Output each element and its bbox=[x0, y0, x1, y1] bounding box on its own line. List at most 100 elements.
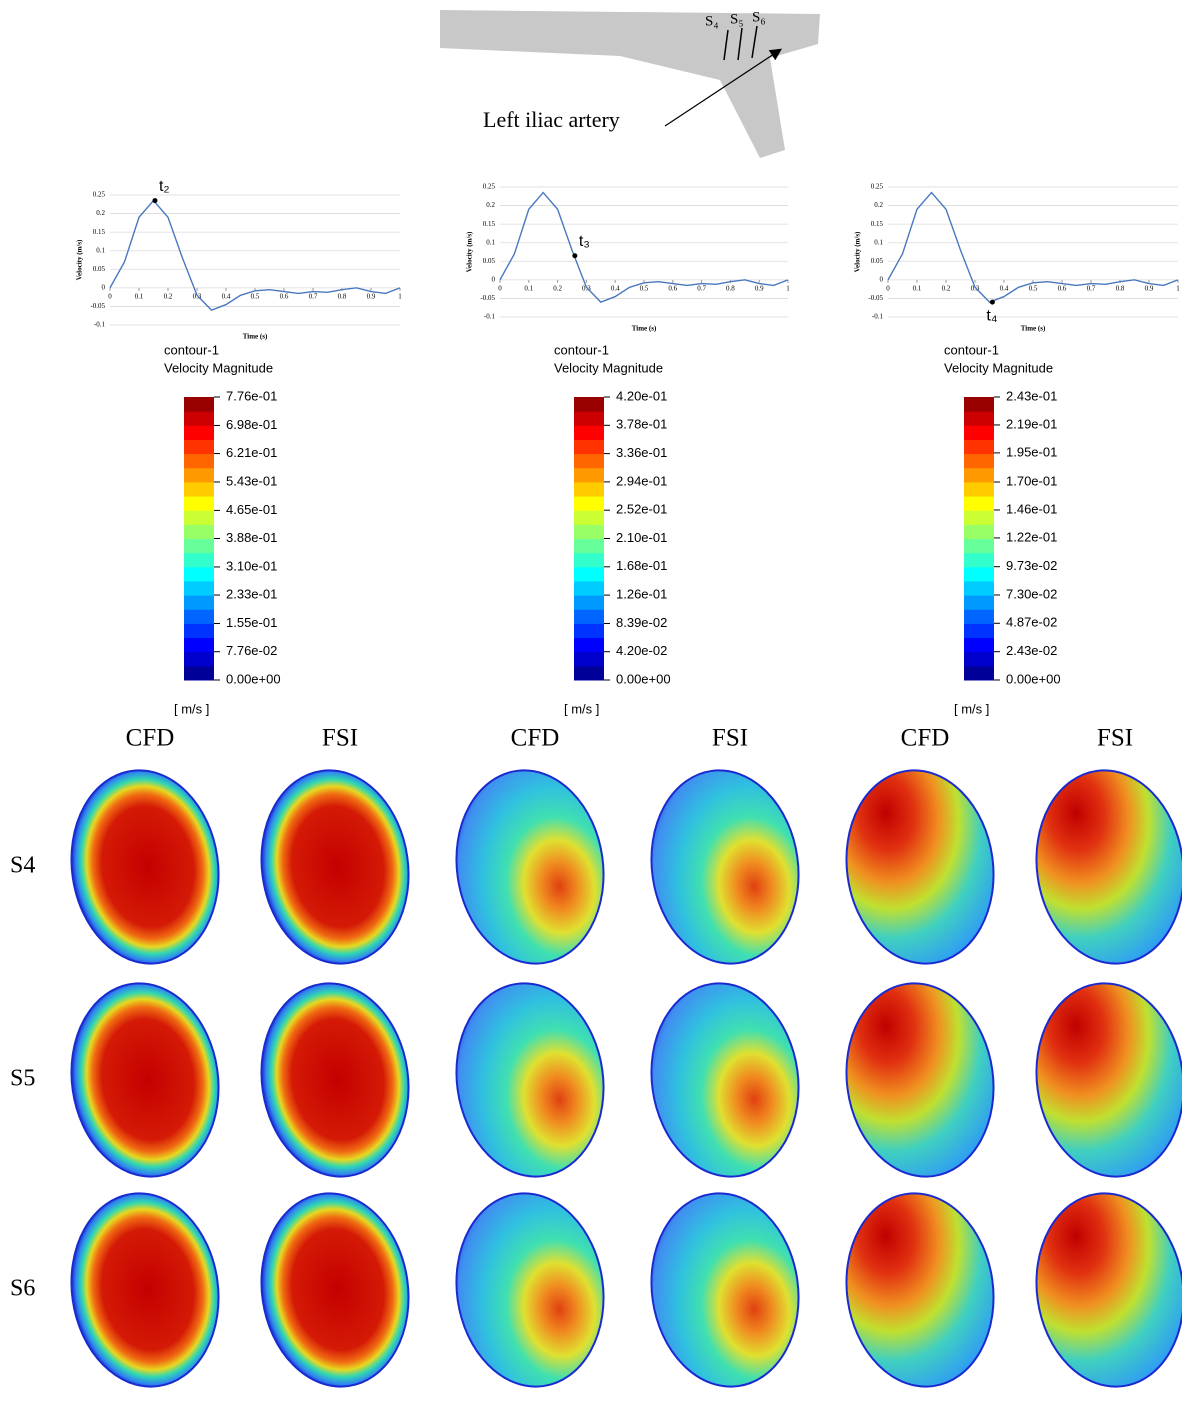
colorbar-band bbox=[574, 581, 604, 596]
colorbar-band bbox=[184, 482, 214, 497]
colorbar-subtitle: Velocity Magnitude bbox=[944, 360, 1053, 375]
x-axis-label: Time (s) bbox=[1021, 325, 1046, 333]
colorbar-band bbox=[964, 454, 994, 469]
colorbar-band bbox=[184, 510, 214, 525]
colorbar-tick-label: 2.94e-01 bbox=[616, 473, 667, 488]
y-tick-label: 0.2 bbox=[874, 201, 883, 209]
velocity-contour bbox=[444, 1184, 616, 1396]
x-tick-label: 0.1 bbox=[135, 292, 144, 300]
colorbar-tick-label: 9.73e-02 bbox=[1006, 558, 1057, 573]
y-tick-label: -0.1 bbox=[94, 321, 106, 329]
velocity-contour bbox=[444, 761, 616, 973]
y-tick-label: -0.1 bbox=[484, 313, 496, 321]
colorbar-band bbox=[964, 524, 994, 539]
colorbar-band bbox=[964, 482, 994, 497]
colorbar-band bbox=[184, 595, 214, 610]
colorbar-band bbox=[964, 609, 994, 624]
colorbar-unit: [ m/s ] bbox=[564, 701, 599, 716]
colorbar-title: contour-1 bbox=[554, 342, 609, 357]
colorbar-tick-label: 6.98e-01 bbox=[226, 417, 277, 432]
x-tick-label: 0.5 bbox=[640, 284, 649, 292]
colorbar-band bbox=[184, 496, 214, 511]
x-tick-label: 0.4 bbox=[611, 284, 620, 292]
y-tick-label: 0.15 bbox=[483, 220, 496, 228]
column-label: FSI bbox=[712, 725, 748, 752]
colorbar-tick-label: 1.55e-01 bbox=[226, 615, 277, 630]
colorbar-tick-label: 3.78e-01 bbox=[616, 417, 667, 432]
x-tick-label: 0.2 bbox=[553, 284, 562, 292]
colorbar-tick-label: 3.88e-01 bbox=[226, 530, 277, 545]
colorbar-band bbox=[964, 439, 994, 454]
colorbar-unit: [ m/s ] bbox=[954, 701, 989, 716]
velocity-contour bbox=[444, 974, 616, 1186]
colorbar-band bbox=[964, 411, 994, 426]
velocity-contour bbox=[639, 974, 811, 1186]
column-label: FSI bbox=[1097, 725, 1133, 752]
colorbar-band bbox=[574, 652, 604, 667]
colorbar-tick-label: 4.20e-01 bbox=[616, 388, 667, 403]
x-tick-label: 0.5 bbox=[1029, 284, 1038, 292]
colorbar-band bbox=[184, 524, 214, 539]
colorbar-band bbox=[184, 439, 214, 454]
velocity-contour bbox=[59, 974, 231, 1186]
colorbar-band bbox=[964, 595, 994, 610]
colorbar-tick-label: 6.21e-01 bbox=[226, 445, 277, 460]
colorbar-band bbox=[574, 638, 604, 653]
velocity-contour bbox=[834, 974, 1006, 1186]
x-tick-label: 0.2 bbox=[942, 284, 951, 292]
colorbar-band bbox=[184, 638, 214, 653]
y-tick-label: 0.05 bbox=[93, 265, 106, 273]
x-tick-label: 0 bbox=[108, 292, 112, 300]
y-tick-label: 0.05 bbox=[871, 257, 884, 265]
y-tick-label: -0.05 bbox=[868, 294, 883, 302]
colorbar-title: contour-1 bbox=[944, 342, 999, 357]
x-tick-label: 0.7 bbox=[309, 292, 318, 300]
colorbar-tick-label: 2.33e-01 bbox=[226, 586, 277, 601]
y-tick-label: -0.05 bbox=[90, 302, 105, 310]
y-tick-label: -0.05 bbox=[480, 294, 495, 302]
colorbar-tick-label: 1.95e-01 bbox=[1006, 444, 1057, 459]
colorbar-band bbox=[184, 567, 214, 582]
diagram-label: Left iliac artery bbox=[483, 107, 620, 132]
velocity-contour bbox=[249, 1184, 421, 1396]
x-tick-label: 0.2 bbox=[164, 292, 173, 300]
colorbar-tick-label: 0.00e+00 bbox=[616, 671, 671, 686]
x-tick-label: 0.6 bbox=[1058, 284, 1067, 292]
y-tick-label: 0.15 bbox=[93, 228, 106, 236]
x-tick-label: 1 bbox=[398, 292, 402, 300]
time-label: t₄ bbox=[986, 307, 997, 324]
x-tick-label: 0.4 bbox=[1000, 284, 1009, 292]
section-label: S₆ bbox=[752, 9, 766, 25]
x-tick-label: 0 bbox=[498, 284, 502, 292]
velocity-contour bbox=[639, 761, 811, 973]
x-tick-label: 0.6 bbox=[280, 292, 289, 300]
colorbar-tick-label: 1.26e-01 bbox=[616, 587, 667, 602]
time-label: t₂ bbox=[159, 178, 170, 195]
x-tick-label: 0.7 bbox=[1087, 284, 1096, 292]
y-tick-label: 0.1 bbox=[874, 238, 883, 246]
x-axis-label: Time (s) bbox=[632, 325, 657, 333]
colorbar-band bbox=[184, 454, 214, 469]
time-label: t₃ bbox=[579, 233, 590, 250]
x-tick-label: 0.1 bbox=[913, 284, 922, 292]
x-tick-label: 0.8 bbox=[726, 284, 735, 292]
colorbar-tick-label: 4.65e-01 bbox=[226, 502, 277, 517]
velocity-contour bbox=[639, 1184, 811, 1396]
x-tick-label: 1 bbox=[1176, 284, 1180, 292]
colorbar-band bbox=[574, 666, 604, 681]
colorbar-band bbox=[184, 581, 214, 596]
colorbar-band bbox=[574, 623, 604, 638]
y-tick-label: 0 bbox=[102, 283, 106, 291]
colorbar-band bbox=[574, 510, 604, 525]
y-tick-label: 0 bbox=[492, 275, 496, 283]
y-axis-label: Velocity (m/s) bbox=[76, 239, 84, 280]
section-label: S₄ bbox=[705, 13, 719, 29]
column-label: CFD bbox=[511, 725, 560, 752]
colorbar-band bbox=[574, 482, 604, 497]
column-label: CFD bbox=[126, 725, 175, 752]
x-tick-label: 0.8 bbox=[338, 292, 347, 300]
x-tick-label: 1 bbox=[786, 284, 790, 292]
colorbar-subtitle: Velocity Magnitude bbox=[554, 360, 663, 375]
colorbar-band bbox=[184, 425, 214, 440]
colorbar-band bbox=[574, 411, 604, 426]
